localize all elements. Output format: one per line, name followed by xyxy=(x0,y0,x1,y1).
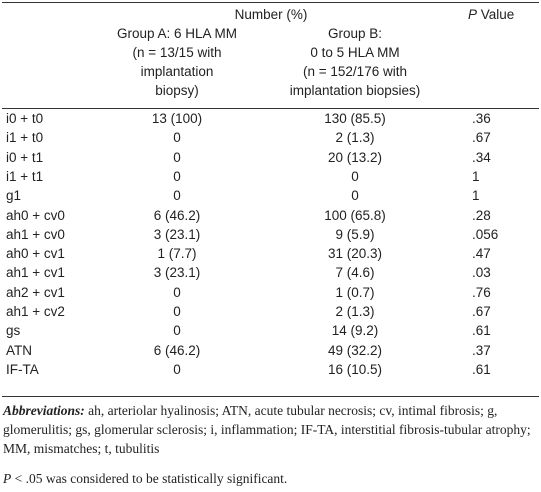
p-value-cell: .37 xyxy=(472,342,491,358)
p-value-cell: 1 xyxy=(472,188,480,204)
number-header: Number (%) xyxy=(234,7,308,22)
abbreviations-text: ah, arteriolar hyalinosis; ATN, acute tu… xyxy=(3,403,531,456)
value-word: Value xyxy=(480,7,515,22)
p-value-cell: .28 xyxy=(472,207,491,223)
p-value-cell: .47 xyxy=(472,246,491,262)
p-italic: P xyxy=(468,7,478,22)
group-a-cell: 0 xyxy=(173,323,181,339)
group-a-cell: 0 xyxy=(173,130,181,146)
p-value-cell: .67 xyxy=(472,130,491,146)
header-rule xyxy=(2,108,539,109)
group-a-cell: 0 xyxy=(173,149,181,165)
significance-p: P xyxy=(3,471,12,486)
row-label: i1 + t1 xyxy=(6,168,44,184)
p-value-header: P Value xyxy=(468,5,514,24)
row-label: i0 + t1 xyxy=(6,149,44,165)
row-label: ATN xyxy=(6,342,32,358)
group-b-cell: 7 (4.6) xyxy=(335,265,375,281)
group-b-cell: 0 xyxy=(351,188,359,204)
group-b-cell: 2 (1.3) xyxy=(335,130,375,146)
row-label: ah2 + cv1 xyxy=(6,284,65,300)
group-a-header: biopsy) xyxy=(155,83,199,98)
p-value-cell: .67 xyxy=(472,304,491,319)
group-b-header: (n = 152/176 with xyxy=(303,64,407,79)
group-a-cell: 3 (23.1) xyxy=(153,226,201,242)
group-b-cell: 130 (85.5) xyxy=(324,111,386,126)
group-b-cell: 0 xyxy=(351,168,359,184)
row-label: i0 + t0 xyxy=(6,111,44,126)
row-label: g1 xyxy=(6,188,22,204)
row-label: IF-TA xyxy=(6,361,39,377)
p-value-cell: .61 xyxy=(472,361,491,377)
abbreviations-label: Abbreviations: xyxy=(3,403,85,418)
group-a-cell: 0 xyxy=(173,361,181,377)
p-value-cell: .056 xyxy=(472,226,499,242)
group-b-header: 0 to 5 HLA MM xyxy=(310,45,400,60)
group-b-cell: 20 (13.2) xyxy=(327,149,383,165)
row-label: ah0 + cv1 xyxy=(6,246,65,262)
group-b-cell: 1 (0.7) xyxy=(335,284,375,300)
group-a-cell: 13 (100) xyxy=(151,111,203,126)
group-b-cell: 9 (5.9) xyxy=(335,226,375,242)
row-label: ah0 + cv0 xyxy=(6,207,65,223)
group-a-cell: 1 (7.7) xyxy=(157,246,197,262)
group-b-cell: 49 (32.2) xyxy=(327,342,383,358)
row-label: ah1 + cv2 xyxy=(6,304,65,319)
group-a-header: implantation xyxy=(140,64,214,79)
row-label: ah1 + cv1 xyxy=(6,265,65,281)
group-a-cell: 0 xyxy=(173,168,181,184)
p-value-cell: .61 xyxy=(472,323,491,339)
group-b-header: implantation biopsies) xyxy=(289,83,421,98)
group-a-cell: 0 xyxy=(173,284,181,300)
group-a-cell: 0 xyxy=(173,304,181,319)
group-a-cell: 0 xyxy=(173,188,181,204)
group-b-cell: 16 (10.5) xyxy=(327,361,383,377)
significance-note: P < .05 was considered to be statistical… xyxy=(3,469,538,488)
group-b-cell: 14 (9.2) xyxy=(331,323,379,339)
group-a-header: (n = 13/15 with xyxy=(132,45,222,60)
row-label: ah1 + cv0 xyxy=(6,226,65,242)
p-value-cell: .03 xyxy=(472,265,491,281)
group-a-cell: 6 (46.2) xyxy=(153,342,201,358)
bottom-rule xyxy=(2,396,539,397)
group-b-header: Group B: xyxy=(327,26,383,41)
abbreviations: Abbreviations: ah, arteriolar hyalinosis… xyxy=(3,401,538,458)
group-a-header: Group A: 6 HLA MM xyxy=(116,26,238,41)
group-b-cell: 31 (20.3) xyxy=(327,246,383,262)
group-b-cell: 100 (65.8) xyxy=(324,207,386,223)
group-a-cell: 6 (46.2) xyxy=(153,207,201,223)
significance-text: < .05 was considered to be statistically… xyxy=(14,471,288,486)
top-rule xyxy=(2,2,539,3)
p-value-cell: 1 xyxy=(472,168,480,184)
row-label: gs xyxy=(6,323,21,339)
group-b-cell: 2 (1.3) xyxy=(335,304,375,319)
row-label: i1 + t0 xyxy=(6,130,44,146)
group-a-cell: 3 (23.1) xyxy=(153,265,201,281)
p-value-cell: .34 xyxy=(472,149,491,165)
p-value-cell: .76 xyxy=(472,284,491,300)
p-value-cell: .36 xyxy=(472,111,491,126)
